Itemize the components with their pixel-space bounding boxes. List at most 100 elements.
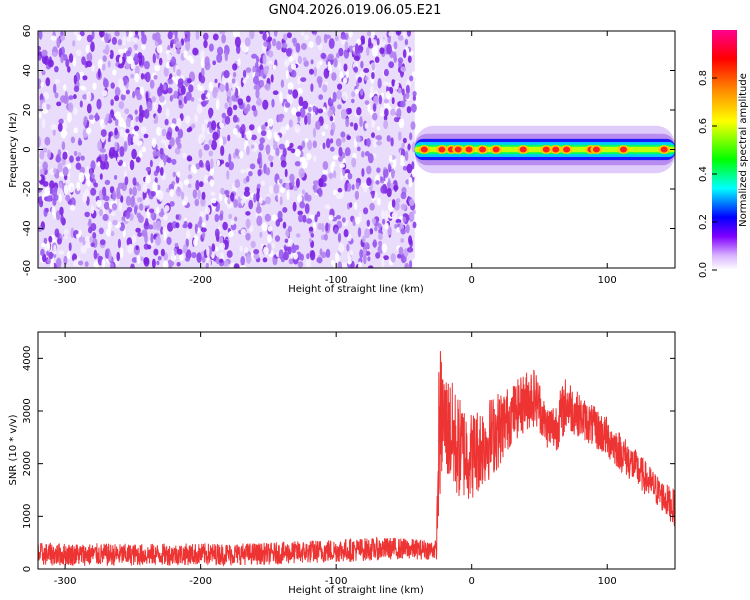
noise-blob (156, 206, 160, 214)
noise-blob (286, 94, 291, 100)
noise-blob (372, 112, 378, 121)
noise-blob (263, 41, 269, 47)
noise-blob (295, 42, 301, 53)
noise-blob (70, 136, 75, 144)
noise-blob (409, 132, 413, 141)
noise-blob (214, 228, 220, 238)
noise-blob (90, 41, 95, 52)
noise-blob (317, 222, 323, 231)
noise-blob (402, 31, 407, 39)
noise-blob (200, 100, 207, 107)
noise-blob (256, 56, 259, 64)
noise-blob (145, 71, 151, 83)
noise-blob (231, 78, 236, 84)
noise-blob (198, 159, 204, 168)
noise-blob (347, 172, 353, 180)
noise-blob (239, 245, 243, 252)
noise-blob (313, 183, 318, 193)
noise-blob (125, 89, 130, 95)
snr-y-label: SNR (10 * v/v) (8, 414, 19, 485)
noise-blob (186, 55, 193, 61)
noise-blob (261, 222, 268, 232)
noise-blob (292, 89, 299, 99)
noise-blob (53, 244, 57, 255)
spectrogram-x-label: Height of straight line (km) (288, 284, 424, 295)
noise-blob (178, 99, 182, 106)
noise-blob (103, 78, 109, 88)
noise-blob (140, 31, 145, 37)
noise-blob (107, 60, 111, 68)
noise-blob (149, 79, 155, 89)
noise-blob (280, 126, 287, 136)
noise-blob (304, 203, 310, 215)
snr-ytick-label: 3000 (22, 398, 33, 423)
noise-blob (393, 51, 397, 61)
noise-blob (409, 212, 414, 221)
noise-blob (151, 137, 157, 148)
noise-blob (230, 192, 235, 202)
noise-blob (332, 91, 337, 102)
noise-blob (328, 38, 335, 49)
noise-blob (122, 121, 126, 129)
noise-blob (371, 62, 376, 71)
noise-blob (245, 211, 251, 216)
noise-blob (366, 138, 371, 147)
noise-blob (160, 226, 164, 235)
noise-blob (50, 124, 57, 131)
noise-blob (294, 244, 300, 251)
noise-blob (38, 31, 43, 40)
colorbar-tick-label: 0.4 (698, 166, 709, 182)
noise-blob (252, 65, 257, 74)
noise-blob (288, 119, 293, 128)
noise-blob (39, 99, 44, 105)
colorbar-tick-label: 0.0 (698, 262, 709, 278)
noise-blob (82, 94, 88, 100)
noise-blob (316, 257, 323, 264)
noise-blob (344, 147, 351, 157)
noise-blob (224, 102, 229, 110)
noise-blob (275, 134, 280, 143)
noise-blob (42, 181, 49, 187)
band-peak (454, 146, 462, 153)
colorbar-tick-label: 0.8 (698, 70, 709, 86)
noise-blob (284, 238, 289, 244)
noise-blob (177, 78, 184, 86)
noise-blob (411, 258, 416, 268)
noise-blob (51, 206, 56, 216)
noise-blob (194, 223, 198, 234)
noise-blob (384, 209, 389, 220)
noise-blob (90, 160, 96, 171)
noise-blob (374, 226, 378, 232)
noise-blob (99, 31, 105, 38)
noise-blob (367, 102, 371, 113)
noise-blob (256, 215, 263, 227)
noise-blob (201, 93, 206, 101)
noise-blob (281, 42, 288, 49)
noise-blob (289, 173, 295, 183)
noise-blob (141, 44, 146, 51)
noise-blob (310, 59, 314, 65)
noise-blob (191, 252, 197, 259)
noise-blob (299, 107, 306, 118)
noise-blob (172, 171, 176, 178)
noise-blob (327, 109, 334, 118)
noise-blob (228, 153, 232, 164)
noise-blob (118, 101, 125, 110)
noise-blob (209, 179, 215, 187)
noise-blob (119, 128, 124, 138)
noise-blob (401, 252, 405, 263)
noise-blob (224, 190, 230, 195)
noise-blob (138, 55, 142, 67)
noise-blob (400, 66, 407, 72)
noise-blob (262, 32, 267, 41)
noise-blob (367, 153, 374, 164)
noise-blob (114, 127, 118, 136)
noise-blob (368, 37, 372, 47)
noise-blob (371, 118, 376, 128)
noise-blob (56, 257, 62, 268)
noise-blob (294, 123, 301, 134)
noise-blob (216, 159, 221, 167)
noise-blob (271, 98, 275, 108)
noise-blob (154, 32, 161, 42)
noise-blob (295, 111, 301, 117)
